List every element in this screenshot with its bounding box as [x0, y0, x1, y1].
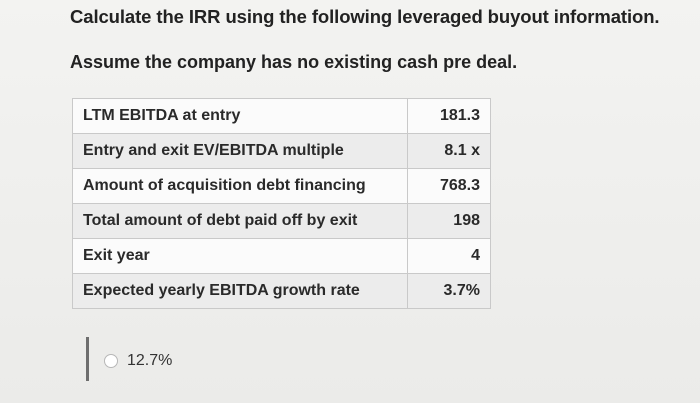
question-assumption: Assume the company has no existing cash …: [70, 52, 518, 72]
table-row: Entry and exit EV/EBITDA multiple 8.1 x: [72, 133, 491, 169]
row-label: Total amount of debt paid off by exit: [72, 203, 408, 239]
question-prompt: Calculate the IRR using the following le…: [70, 6, 660, 27]
lbo-info-table: LTM EBITDA at entry 181.3 Entry and exit…: [72, 98, 491, 309]
row-value: 4: [407, 238, 491, 274]
answer-option[interactable]: 12.7%: [104, 352, 172, 370]
answer-indicator-bar: [86, 337, 89, 381]
table-row: Exit year 4: [72, 238, 491, 274]
row-label: Exit year: [72, 238, 408, 274]
table-row: Expected yearly EBITDA growth rate 3.7%: [72, 273, 491, 309]
row-label: Expected yearly EBITDA growth rate: [72, 273, 408, 309]
row-label: Amount of acquisition debt financing: [72, 168, 408, 204]
table-row: LTM EBITDA at entry 181.3: [72, 98, 491, 134]
row-value: 3.7%: [407, 273, 491, 309]
row-label: LTM EBITDA at entry: [72, 98, 408, 134]
row-value: 8.1 x: [407, 133, 491, 169]
radio-button[interactable]: [104, 354, 118, 368]
row-value: 198: [407, 203, 491, 239]
table-row: Total amount of debt paid off by exit 19…: [72, 203, 491, 239]
row-value: 181.3: [407, 98, 491, 134]
table-row: Amount of acquisition debt financing 768…: [72, 168, 491, 204]
row-label: Entry and exit EV/EBITDA multiple: [72, 133, 408, 169]
answer-option-label: 12.7%: [127, 352, 173, 369]
row-value: 768.3: [407, 168, 491, 204]
